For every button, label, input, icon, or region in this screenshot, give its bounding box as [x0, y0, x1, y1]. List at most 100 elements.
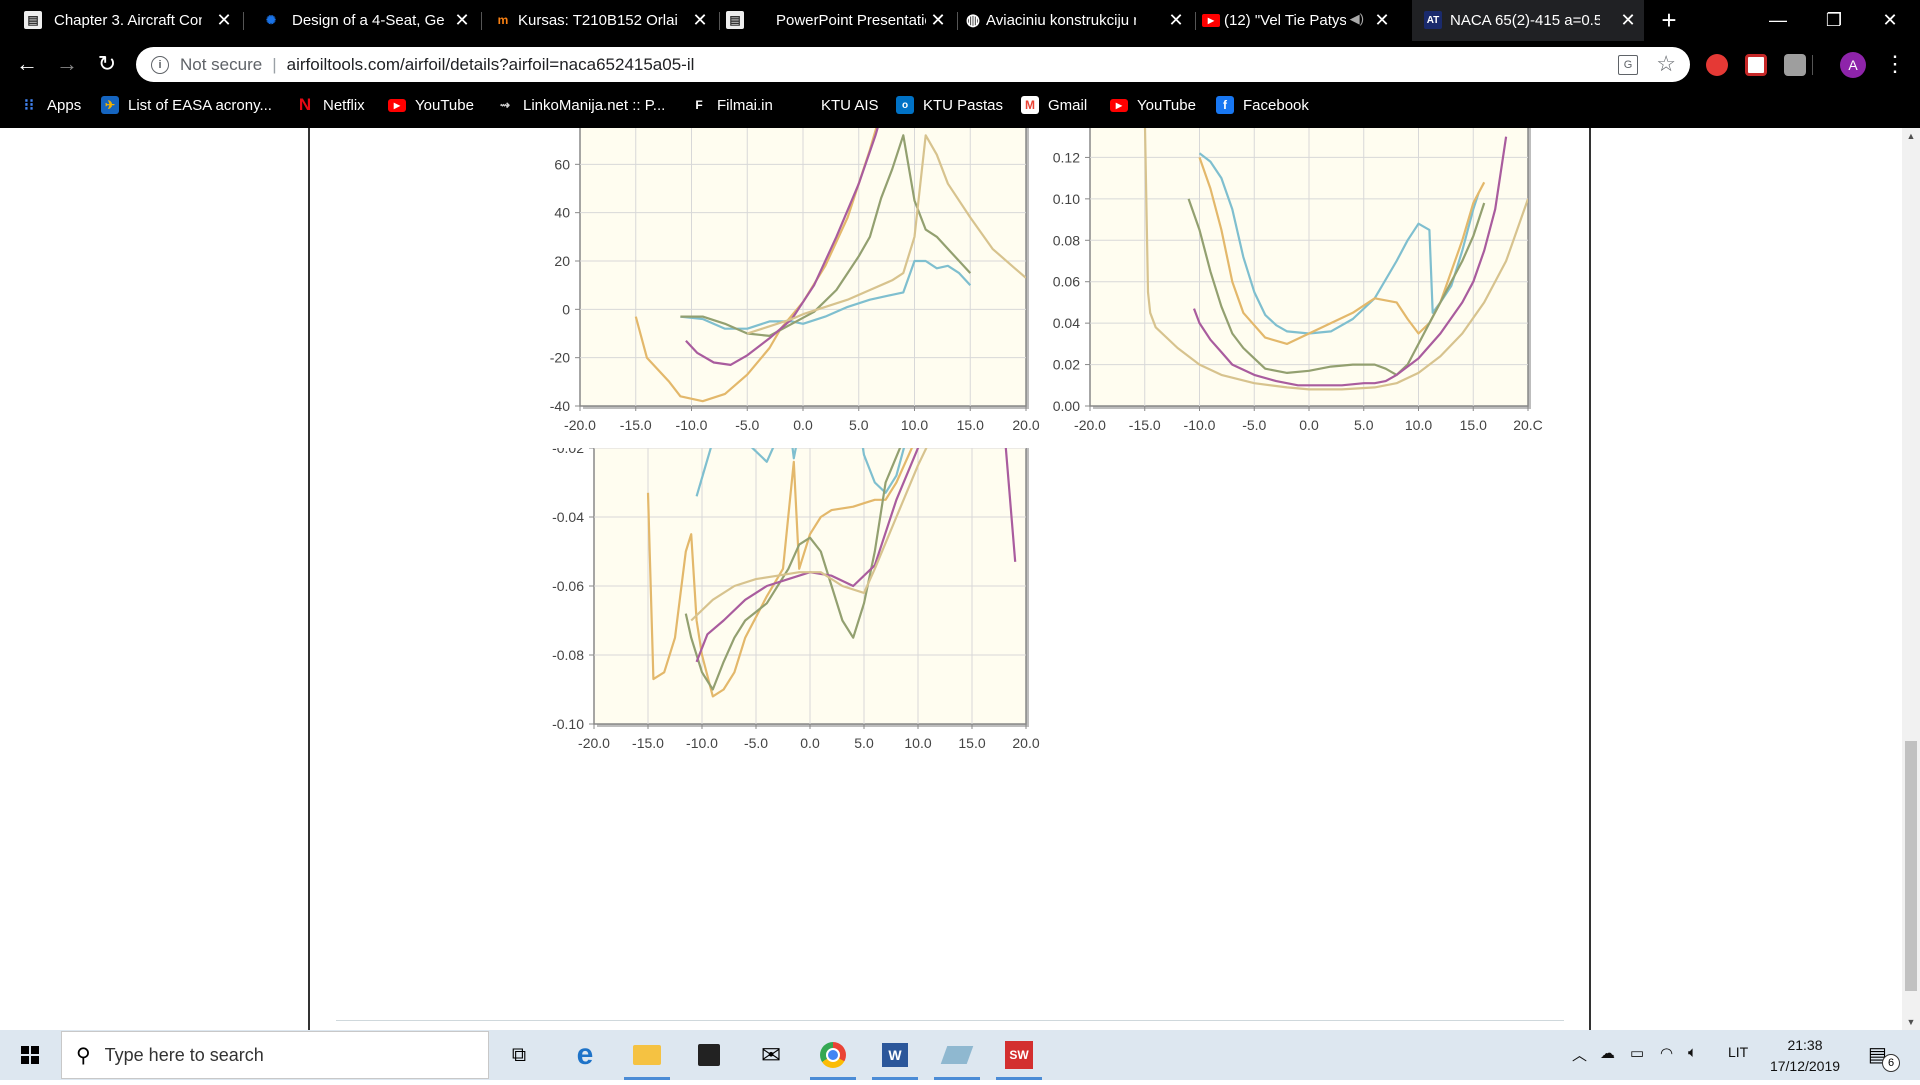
close-icon[interactable]: ✕ [1374, 10, 1390, 30]
tab-naca[interactable]: AT NACA 65(2)-415 a=0.5 ✕ [1412, 0, 1644, 41]
x-tick-label: -20.0 [578, 735, 610, 751]
taskbar-clock[interactable]: 21:38 17/12/2019 [1763, 1035, 1847, 1077]
book-icon: ▤ [726, 11, 744, 29]
x-tick-label: -5.0 [735, 417, 759, 433]
bookmark-youtube[interactable]: ▶ YouTube [388, 88, 474, 122]
chrome-icon[interactable] [804, 1030, 862, 1080]
scrollbar-thumb[interactable] [1905, 741, 1917, 991]
bookmark-star-icon[interactable]: ☆ [1656, 51, 1676, 76]
search-placeholder: Type here to search [104, 1044, 264, 1065]
x-tick-label: -15.0 [620, 417, 652, 433]
cd-alpha-chart: -20.0 -15.0 -10.0 -5.0 0.0 5.0 10.0 15.0 20.C 0.0… [1053, 128, 1543, 433]
series-line-3 [1187, 198, 1486, 376]
address-bar[interactable]: i Not secure | airfoiltools.com/airfoil/… [136, 47, 1690, 82]
close-icon[interactable]: ✕ [692, 10, 708, 30]
profile-avatar[interactable]: A [1840, 52, 1866, 78]
bookmark-filmai[interactable]: F Filmai.in [690, 88, 773, 122]
close-icon[interactable]: ✕ [1620, 10, 1636, 30]
x-tick-label: -20.0 [1074, 417, 1106, 433]
bookmark-apps[interactable]: ⁝⁝ Apps [20, 88, 81, 122]
x-tick-label: -5.0 [1242, 417, 1266, 433]
bookmark-label: KTU AIS [821, 96, 879, 114]
bookmark-ktu-pastas[interactable]: o KTU Pastas [896, 88, 1003, 122]
youtube-icon: ▶ [1202, 14, 1220, 27]
y-tick-label: -0.04 [552, 509, 584, 525]
forward-button[interactable]: → [56, 51, 78, 76]
bookmark-linkomanija[interactable]: ⇝ LinkoManija.net :: P... [496, 88, 665, 122]
bookmark-easa[interactable]: ✈ List of EASA acrony... [101, 88, 272, 122]
info-icon[interactable]: i [151, 55, 169, 74]
series-line-5 [1143, 128, 1528, 391]
action-center-button[interactable]: ▤ 6 [1866, 1040, 1900, 1072]
start-button[interactable] [0, 1030, 60, 1080]
y-tick-label: -0.10 [552, 716, 584, 732]
tab-powerpoint[interactable]: ▤ PowerPoint Presentatio ✕ [722, 0, 954, 41]
series-group [646, 448, 1017, 698]
tab-separator [719, 12, 720, 30]
bookmark-facebook[interactable]: f Facebook [1216, 88, 1309, 122]
task-view-icon[interactable]: ⧉ [511, 1043, 527, 1066]
bookmark-gmail[interactable]: M Gmail [1021, 88, 1087, 122]
restore-button[interactable]: ❐ [1825, 10, 1843, 30]
scroll-up-arrow[interactable]: ▲ [1906, 131, 1916, 141]
back-button[interactable]: ← [16, 51, 38, 76]
bookmark-netflix[interactable]: N Netflix [296, 88, 365, 122]
wifi-icon[interactable]: ◠ [1660, 1045, 1674, 1062]
series-line-2 [646, 448, 914, 698]
tab-aviaciniu[interactable]: ◍ Aviaciniu konstrukciju r ✕ [960, 0, 1192, 41]
input-language[interactable]: LIT [1728, 1044, 1749, 1060]
bookmark-label: YouTube [1137, 96, 1196, 114]
battery-icon[interactable]: ▭ [1630, 1045, 1645, 1062]
minimize-button[interactable]: — [1769, 10, 1787, 30]
gear-icon: ✺ [265, 13, 277, 27]
extension-gray-icon[interactable] [1784, 54, 1806, 76]
y-tick-label: 0.12 [1053, 149, 1080, 165]
edge-icon[interactable]: e [576, 1038, 594, 1071]
bookmark-youtube-2[interactable]: ▶ YouTube [1110, 88, 1196, 122]
app-icon[interactable] [928, 1030, 986, 1080]
tab-design[interactable]: ✺ Design of a 4-Seat, Ger ✕ [246, 0, 478, 41]
extension-adblock-icon[interactable] [1706, 54, 1728, 76]
youtube-icon: ▶ [388, 98, 406, 112]
search-icon: ⚲ [76, 1044, 91, 1067]
tab-youtube[interactable]: ▶ (12) "Vel Tie Patys.. ◀) ✕ [1198, 0, 1398, 41]
series-line-1 [680, 259, 972, 330]
taskbar-search-box[interactable]: ⚲ Type here to search [61, 1031, 489, 1079]
extension-pocket-icon[interactable] [1745, 54, 1767, 76]
solidworks-icon[interactable]: SW [990, 1030, 1048, 1080]
menu-kebab-icon[interactable]: ⋮ [1884, 51, 1906, 76]
y-tick-label: -40 [550, 398, 570, 414]
file-explorer-icon[interactable] [618, 1030, 676, 1080]
store-icon[interactable] [680, 1030, 738, 1080]
tab-separator [243, 12, 244, 30]
close-icon[interactable]: ✕ [930, 10, 946, 30]
tab-label: PowerPoint Presentatio [776, 12, 926, 29]
close-icon[interactable]: ✕ [216, 10, 232, 30]
page-border-right [1589, 128, 1591, 1030]
translate-icon[interactable]: G [1618, 55, 1638, 75]
volume-icon[interactable]: 🔈︎ [1688, 1044, 1698, 1061]
word-icon[interactable]: W [866, 1030, 924, 1080]
tab-separator [1195, 12, 1196, 30]
url-text[interactable]: airfoiltools.com/airfoil/details?airfoil… [286, 54, 695, 74]
x-tick-label: 15.0 [958, 735, 985, 751]
close-window-button[interactable]: ✕ [1882, 10, 1898, 30]
close-icon[interactable]: ✕ [1168, 10, 1184, 30]
onedrive-icon[interactable]: ☁ [1600, 1045, 1615, 1062]
y-tick-label: 0.04 [1053, 315, 1080, 331]
reload-button[interactable]: ↻ [97, 51, 117, 76]
tab-kursas[interactable]: m Kursas: T210B152 Orlai ✕ [484, 0, 716, 41]
bookmark-ktu-ais[interactable]: KTU AIS [794, 88, 879, 122]
show-hidden-icons-icon[interactable]: ︿ [1572, 1047, 1588, 1064]
youtube-icon: ▶ [1110, 98, 1128, 112]
new-tab-button[interactable]: + [1661, 5, 1677, 35]
page-scrollbar[interactable]: ▲ ▼ [1902, 128, 1920, 1030]
tab-label: NACA 65(2)-415 a=0.5 [1450, 12, 1600, 29]
tab-strip: ▤ Chapter 3. Aircraft Con ✕ ✺ Design of … [0, 0, 1920, 41]
x-tick-label: -10.0 [686, 735, 718, 751]
tab-chapter3[interactable]: ▤ Chapter 3. Aircraft Con ✕ [0, 0, 240, 41]
close-icon[interactable]: ✕ [454, 10, 470, 30]
mail-icon[interactable]: ✉ [760, 1041, 782, 1069]
audio-icon[interactable]: ◀) [1349, 11, 1364, 26]
scroll-down-arrow[interactable]: ▼ [1906, 1017, 1916, 1027]
